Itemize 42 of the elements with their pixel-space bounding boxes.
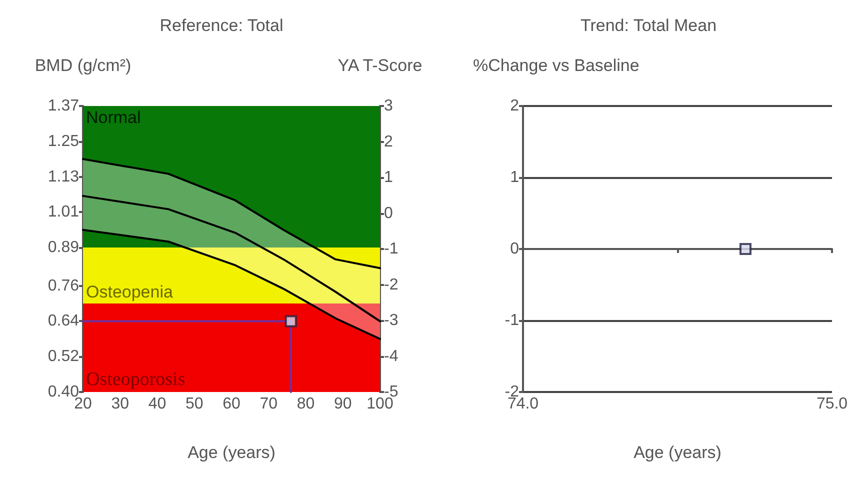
x-tick-label: 40 bbox=[148, 396, 166, 412]
x-tick-label: 30 bbox=[111, 396, 130, 412]
y2-tick-label: -3 bbox=[384, 312, 398, 329]
y2-tick-label: 1 bbox=[384, 169, 393, 186]
line-series bbox=[82, 194, 381, 322]
y-tick-label: 0.89 bbox=[48, 239, 80, 256]
line-series bbox=[82, 158, 381, 270]
x-tick-label: 60 bbox=[222, 396, 240, 412]
band-label: Normal bbox=[86, 108, 141, 127]
y2-tick-label: -1 bbox=[384, 240, 398, 258]
y-tick-label: 1.37 bbox=[48, 98, 80, 114]
y-tick-label: 0 bbox=[510, 240, 520, 258]
x-axis-title: Age (years) bbox=[188, 443, 276, 462]
x-tick-label: 75.0 bbox=[816, 396, 848, 412]
chart-title: Trend: Total Mean bbox=[580, 16, 717, 35]
y2-axis-title: YA T-Score bbox=[338, 56, 422, 75]
x-tick-label: 90 bbox=[334, 396, 352, 412]
band-label: Osteoporosis bbox=[86, 369, 186, 390]
y2-tick-label: -2 bbox=[384, 276, 398, 294]
y-tick-label: 1.25 bbox=[48, 132, 80, 150]
x-tick-label: 20 bbox=[74, 396, 92, 412]
y-tick-label: 1.13 bbox=[48, 168, 80, 186]
x-axis-title: Age (years) bbox=[634, 443, 722, 462]
y2-tick-label: -4 bbox=[384, 348, 398, 365]
y-tick-label: 0.76 bbox=[48, 277, 80, 294]
y2-tick-label: 0 bbox=[384, 204, 393, 222]
line-series bbox=[82, 228, 381, 340]
x-tick-label: 50 bbox=[185, 396, 204, 412]
y-tick-label: 0.64 bbox=[48, 312, 80, 330]
y-tick-label: 2 bbox=[510, 98, 520, 114]
x-tick-label: 80 bbox=[296, 396, 315, 412]
y-tick-label: -1 bbox=[504, 312, 520, 329]
y-axis-title: %Change vs Baseline bbox=[473, 56, 640, 75]
y-tick-label: 1.01 bbox=[48, 204, 80, 221]
y-tick-label: 1 bbox=[510, 169, 520, 186]
y-tick-label: 0.52 bbox=[48, 348, 80, 366]
x-tick-label: 70 bbox=[260, 396, 278, 412]
band-label: Osteopenia bbox=[86, 282, 174, 302]
y2-tick-label: 2 bbox=[384, 133, 393, 150]
chart-title: Reference: Total bbox=[160, 16, 284, 35]
y-axis-title: BMD (g/cm²) bbox=[34, 56, 132, 75]
y2-tick-label: 3 bbox=[384, 98, 393, 114]
